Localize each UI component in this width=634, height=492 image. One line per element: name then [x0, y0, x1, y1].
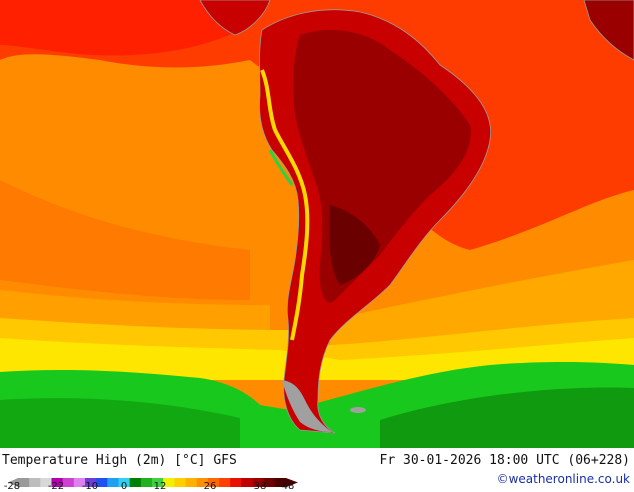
legend-tick-label: 12	[153, 481, 167, 492]
legend-swatch	[274, 478, 287, 487]
central-america-land	[199, 0, 271, 36]
legend-swatch	[263, 478, 276, 487]
legend-swatch	[230, 478, 242, 487]
legend-tick-label: -10	[81, 481, 99, 492]
land-extreme-hotspot	[329, 205, 380, 285]
legend-tick-label: -22	[47, 481, 65, 492]
legend-swatch	[129, 478, 142, 487]
andes-cool-strip	[260, 69, 310, 341]
legend-swatch	[73, 478, 86, 487]
legend-swatch	[96, 478, 108, 487]
info-bar: Temperature High (2m) [°C] GFS Fr 30-01-…	[0, 448, 634, 492]
ocean-mid-band	[0, 180, 250, 300]
legend-arrow-right	[286, 478, 298, 487]
legend-swatch	[207, 478, 220, 487]
legend-colorbar	[8, 478, 298, 487]
ocean-band-east	[330, 260, 634, 345]
ocean-colder-zone	[0, 398, 240, 448]
ocean-hot-zone	[0, 0, 634, 250]
andes-green-patch	[268, 149, 294, 186]
legend-swatch	[29, 478, 41, 487]
legend-swatch	[219, 478, 231, 487]
legend-tick-label: 38	[253, 481, 267, 492]
legend-swatch	[196, 478, 209, 487]
legend-swatch	[62, 478, 75, 487]
legend-swatch	[152, 478, 164, 487]
legend-swatch	[40, 478, 52, 487]
legend-swatch	[118, 478, 131, 487]
color-legend: -28 -22 -10 0 12 26 38 48	[4, 472, 298, 492]
legend-arrow-left	[8, 478, 18, 487]
temperature-map	[0, 0, 634, 448]
legend-swatch	[163, 478, 175, 487]
map-canvas	[0, 0, 634, 448]
legend-swatch	[107, 478, 119, 487]
legend-swatch	[174, 478, 186, 487]
patagonia-tip	[282, 380, 332, 432]
falkland-islands	[350, 407, 366, 413]
legend-tick-label: 48	[281, 481, 295, 492]
legend-swatch	[140, 478, 153, 487]
ocean-band-lighter	[0, 290, 270, 330]
forecast-datetime: Fr 30-01-2026 18:00 UTC (06+228)	[379, 453, 630, 468]
legend-tick-label: -28	[3, 481, 21, 492]
legend-tick-label: 0	[120, 481, 128, 492]
legend-swatch	[185, 478, 198, 487]
legend-swatch	[18, 478, 30, 487]
ocean-hot-north	[0, 0, 240, 56]
legend-swatch	[241, 478, 253, 487]
credit-link[interactable]: ©weatheronline.co.uk	[496, 472, 630, 486]
map-title: Temperature High (2m) [°C] GFS	[2, 453, 237, 468]
legend-swatch	[85, 478, 97, 487]
legend-swatch	[51, 478, 64, 487]
legend-tick-label: 26	[203, 481, 217, 492]
ocean-colder-east	[380, 387, 634, 448]
legend-swatch	[252, 478, 265, 487]
